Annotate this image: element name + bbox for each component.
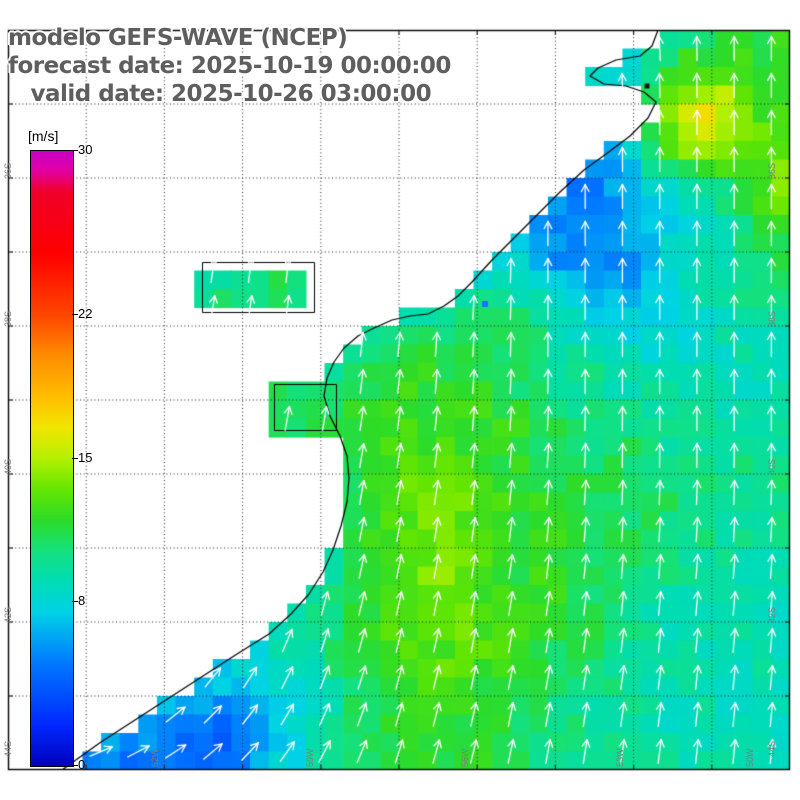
colorbar-tick-label: 22 <box>78 306 93 321</box>
longitude-label: 56W <box>460 748 470 767</box>
colorbar-tick-mark <box>72 150 78 151</box>
colorbar-tick-mark <box>72 457 78 459</box>
colorbar-tick-label: 15 <box>78 449 93 465</box>
colorbar-tick-label: 30 <box>78 142 93 157</box>
colorbar-tick-mark <box>72 314 78 315</box>
latitude-label: 38S <box>3 310 13 327</box>
colorbar <box>30 150 74 767</box>
longitude-label: 50W <box>745 748 755 767</box>
longitude-label: 62W <box>150 748 160 767</box>
latitude-label: 36S <box>3 162 13 179</box>
latitude-label: 44S <box>3 740 13 757</box>
latitude-label: 42S <box>3 606 13 623</box>
latitude-label: 36S <box>767 162 777 179</box>
longitude-label: 59W <box>305 748 315 767</box>
latitude-label: 44S <box>767 740 777 757</box>
colorbar-tick-mark <box>72 601 78 602</box>
latitude-label: 38S <box>767 310 777 327</box>
latitude-label: 40S <box>767 458 777 475</box>
colorbar-tick-mark <box>72 765 78 766</box>
longitude-label: 53W <box>615 748 625 767</box>
latitude-label: 40S <box>3 458 13 475</box>
colorbar-tick-label: 0 <box>78 757 86 772</box>
colorbar-tick-label: 8 <box>78 593 86 608</box>
latitude-label: 42S <box>767 606 777 623</box>
colorbar-gradient <box>31 151 73 766</box>
colorbar-unit-label: [m/s] <box>26 128 61 144</box>
